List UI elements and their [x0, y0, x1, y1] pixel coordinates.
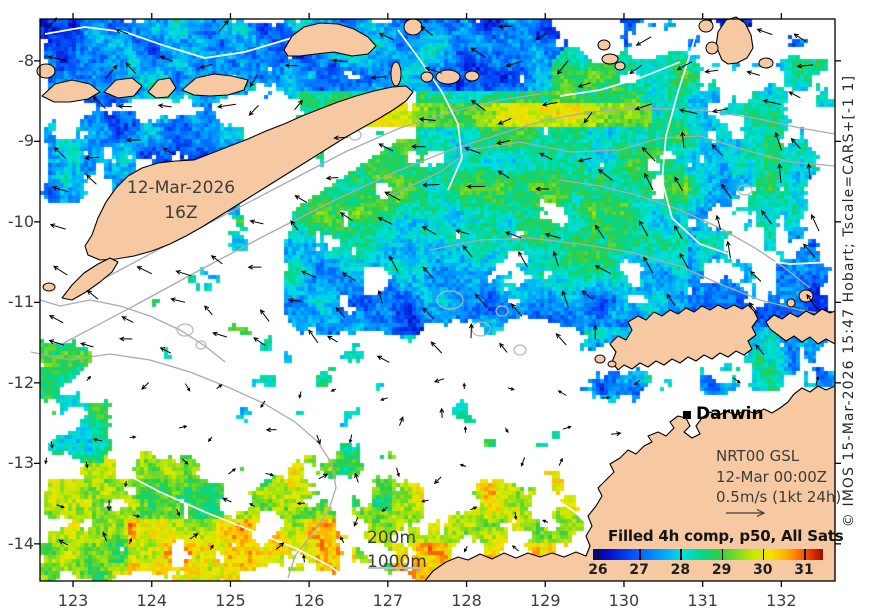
analysis-date-line1: 12-Mar-2026: [126, 178, 236, 198]
lembata-island: [103, 77, 143, 99]
colorbar-title: Filled 4h comp, p50, All Sats: [608, 527, 844, 545]
land-masses: [36, 16, 836, 582]
colorbar-tick: [597, 549, 600, 560]
pantar-island: [147, 77, 177, 99]
tiwi-islands: [609, 304, 759, 371]
colorbar-tick-label: 28: [670, 562, 691, 578]
product-name: NRT00 GSL: [716, 447, 800, 465]
y-tick-label: -11: [7, 292, 34, 312]
analysis-date-line2: 16Z: [164, 203, 198, 223]
flores-islands: [41, 79, 101, 103]
cobourg-peninsula: [765, 308, 836, 345]
x-tick-label: 123: [57, 591, 89, 610]
rote-island: [61, 257, 119, 301]
x-tick-label: 127: [372, 591, 404, 610]
x-tick-label: 125: [215, 591, 246, 610]
colorbar-tick-label: 26: [588, 562, 608, 578]
y-tick-label: -8: [18, 50, 34, 70]
alor-island: [181, 73, 249, 97]
colorbar-tick-label: 29: [711, 562, 732, 578]
y-tick-label: -13: [7, 453, 34, 473]
y-tick-label: -14: [7, 533, 34, 553]
tanimbar-island: [715, 16, 754, 65]
x-tick-label: 124: [136, 591, 168, 610]
velocity-scale-arrow: [726, 508, 766, 518]
colorbar-tick-label: 27: [629, 562, 649, 578]
timor-island: [84, 85, 414, 261]
velocity-scale-label: 0.5m/s (1kt 24h): [716, 488, 842, 506]
colorbar-tick: [804, 549, 806, 560]
colorbar-tick: [680, 549, 682, 560]
x-tick-label: 132: [766, 591, 797, 610]
colorbar-tick-label: 31: [794, 562, 814, 578]
colorbar-tick: [721, 549, 724, 560]
analysis-date-label: 12-Mar-2026 16Z: [120, 176, 242, 226]
isobath-1000-label: 1000m: [367, 552, 427, 572]
darwin-city-label: Darwin: [696, 404, 764, 424]
x-tick-label: 131: [687, 591, 718, 610]
x-tick-label: 129: [529, 591, 561, 610]
colorbar-tick: [639, 549, 641, 560]
x-tick-label: 128: [451, 591, 482, 610]
x-tick-label: 126: [293, 591, 325, 610]
colorbar: [593, 549, 823, 560]
current-arrows: [44, 17, 820, 563]
product-valid-time: 12-Mar 00:00Z: [716, 467, 828, 486]
darwin-city-marker: [683, 411, 691, 419]
colorbar-tick-label: 30: [753, 562, 773, 578]
isobath-line-sample: [368, 567, 420, 569]
axes-frame-and-ticks: [34, 13, 841, 587]
isobath-200-label: 200m: [367, 528, 417, 548]
wetar-island: [283, 22, 377, 57]
colorbar-tick: [762, 549, 765, 560]
australia-mainland: [424, 385, 836, 582]
x-tick-label: 130: [608, 591, 640, 610]
y-tick-label: -12: [7, 372, 34, 392]
y-tick-label: -10: [7, 211, 34, 231]
product-info-block: NRT00 GSL 12-Mar 00:00Z 0.5m/s (1kt 24h): [716, 446, 841, 508]
imos-credit-text: © IMOS 15-Mar-2026 15:47 Hobart; Tscale=…: [841, 74, 857, 528]
y-tick-label: -9: [18, 131, 34, 151]
